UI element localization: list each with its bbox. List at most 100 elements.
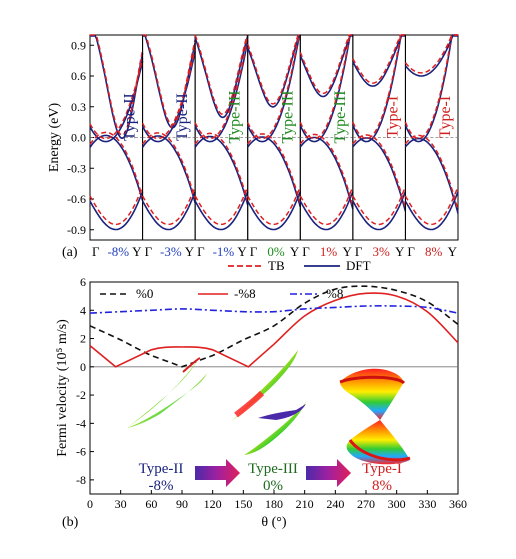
a-kpoint-y: Y — [237, 244, 247, 259]
a-ytick-label: -0.9 — [67, 223, 86, 237]
a-band-tb — [194, 132, 249, 202]
a-type-label: Type-III — [332, 90, 349, 143]
a-band-tb — [352, 34, 406, 84]
panel-a: 0.9 0.6 0.3 0.0 -0.3 -0.6 -0.9 Energy (eV) Type-… — [47, 34, 459, 273]
a-type-label: Type-II — [174, 93, 191, 141]
a-kpoint-y: Y — [185, 244, 195, 259]
a-band-tb — [194, 186, 249, 226]
cone-inset-type-i — [339, 368, 411, 465]
b-xtick-label: 330 — [418, 497, 436, 511]
a-strain-label: -3% — [160, 244, 182, 259]
a-type-label: Type-I — [384, 96, 401, 138]
a-strain-label: 8% — [425, 244, 443, 259]
annotation-type-ii-strain: -8% — [149, 478, 174, 494]
b-ytick-label: -4 — [76, 416, 86, 430]
a-band-tb — [141, 186, 196, 226]
a-panel-label: (a) — [62, 245, 78, 260]
b-ytick-label: -6 — [76, 445, 86, 459]
a-kpoint-gamma: Γ — [145, 244, 153, 259]
a-band-tb — [142, 34, 196, 126]
a-kpoint-gamma: Γ — [197, 244, 205, 259]
a-strain-label: -1% — [213, 244, 235, 259]
b-xtick-label: 360 — [449, 497, 467, 511]
b-xtick-label: 120 — [204, 497, 222, 511]
a-kpoint-gamma: Γ — [302, 244, 310, 259]
a-type-label: Type-III — [279, 90, 296, 143]
a-band-tb — [247, 186, 301, 226]
b-ytick-label: -8 — [76, 473, 86, 487]
a-band-dft — [352, 137, 407, 212]
a-band-tb — [194, 34, 249, 116]
b-xtick-label: 60 — [145, 497, 157, 511]
transition-arrow-1 — [195, 459, 240, 487]
b-xtick-label: 210 — [296, 497, 314, 511]
b-ytick-label: 2 — [80, 332, 86, 346]
a-kpoint-y: Y — [290, 244, 300, 259]
a-type-label: Type-III — [227, 90, 244, 143]
a-band-tb — [299, 186, 354, 226]
b-xtick-label: 0 — [87, 497, 93, 511]
a-band-tb — [89, 58, 144, 140]
a-kpoint-y: Y — [395, 244, 405, 259]
b-panel-label: (b) — [62, 515, 79, 530]
a-band-dft — [89, 191, 144, 231]
b-legend-label: -%8 — [234, 286, 256, 301]
b-xtick-label: 300 — [388, 497, 406, 511]
a-band-tb — [89, 131, 144, 198]
b-xlabel: θ (°) — [261, 515, 286, 530]
a-strain-label: 3% — [372, 244, 390, 259]
a-type-label: Type-II — [122, 93, 139, 141]
panel-b: 0 30 60 90 120 150 180 210 240 270 300 330 360 6 4 2 0 -2… — [55, 275, 467, 530]
a-band-tb — [352, 186, 407, 226]
a-band-dft — [89, 134, 144, 201]
legend-dft-label: DFT — [346, 258, 371, 273]
a-kpoint-gamma: Γ — [407, 244, 415, 259]
b-xtick-label: 240 — [326, 497, 344, 511]
a-band-tb — [246, 34, 301, 105]
b-xtick-label: 150 — [234, 497, 252, 511]
b-xtick-label: 90 — [176, 497, 188, 511]
a-kpoint-y: Y — [448, 244, 458, 259]
legend-tb-label: TB — [268, 258, 285, 273]
b-xtick-label: 270 — [357, 497, 375, 511]
a-band-dft — [194, 135, 249, 206]
a-band-dft — [246, 35, 301, 108]
a-band-dft — [352, 35, 406, 87]
a-band-dft — [141, 135, 196, 204]
a-ytick-label: -0.3 — [67, 161, 86, 175]
annotation-type-i-strain: 8% — [372, 478, 392, 494]
b-ytick-label: -2 — [76, 388, 86, 402]
a-band-tb — [141, 132, 196, 200]
annotation-type-iii-strain: 0% — [263, 478, 283, 494]
a-strain-label: -8% — [107, 244, 129, 259]
b-ytick-label: 4 — [80, 303, 86, 317]
annotation-type-ii-title: Type-II — [139, 461, 184, 477]
annotation-type-iii-title: Type-III — [248, 461, 298, 477]
a-band-dft — [299, 35, 353, 98]
b-ytick-label: 6 — [80, 275, 86, 289]
a-band-dft — [247, 191, 302, 231]
cone-inset-type-iii — [232, 350, 306, 455]
b-legend-label: %8 — [326, 286, 343, 301]
b-xtick-label: 30 — [115, 497, 127, 511]
b-ytick-label: 0 — [80, 360, 86, 374]
cone-inset-type-ii — [127, 357, 207, 428]
a-ytick-label: -0.6 — [67, 192, 86, 206]
a-band-tb — [194, 37, 249, 140]
a-band-dft — [141, 191, 196, 231]
a-band-tb — [247, 133, 302, 205]
a-ytick-label: 0.3 — [71, 100, 86, 114]
a-band-tb — [90, 34, 144, 136]
a-ytick-label: 0.6 — [71, 69, 86, 83]
a-kpoint-y: Y — [342, 244, 352, 259]
a-band-tb — [89, 186, 144, 226]
a-band-dft — [247, 136, 302, 208]
a-type-label: Type-I — [437, 96, 454, 138]
a-strain-label: 1% — [320, 244, 338, 259]
a-band-tb — [404, 186, 459, 226]
a-band-dft — [404, 191, 459, 231]
a-strain-label: 0% — [267, 244, 285, 259]
a-band-dft — [352, 191, 407, 231]
a-kpoint-gamma: Γ — [355, 244, 363, 259]
